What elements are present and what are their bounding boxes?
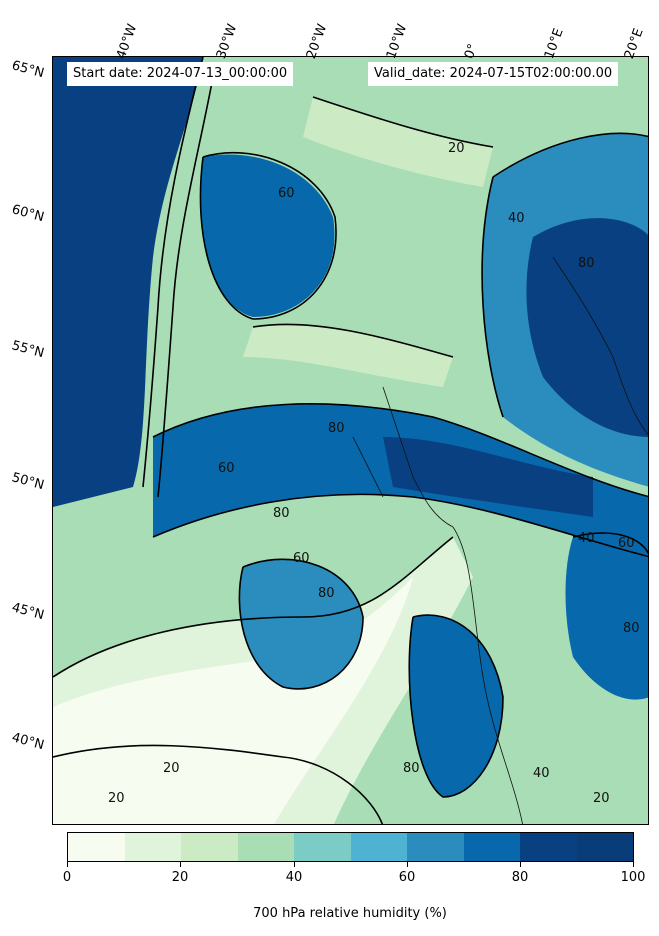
- lat-label: 45°N: [10, 600, 46, 624]
- colorbar-segment: [350, 833, 407, 861]
- contour-label: 80: [328, 421, 345, 436]
- contour-label: 40: [578, 531, 595, 546]
- colorbar-tick: [180, 862, 181, 867]
- colorbar-tick-label: 40: [285, 870, 303, 885]
- moist-core-north-sea: [383, 437, 593, 517]
- colorbar-segment: [520, 833, 577, 861]
- valid-date-label: Valid_date: 2024-07-15T02:00:00.00: [368, 62, 619, 86]
- contour-label: 40: [508, 211, 525, 226]
- colorbar-segment: [124, 833, 181, 861]
- contour-lines: [53, 57, 648, 824]
- colorbar-segment: [407, 833, 464, 861]
- moist-band-west: [53, 57, 203, 507]
- contour-label: 20: [108, 791, 125, 806]
- very-dry-region-sw: [53, 577, 413, 824]
- contour-label: 80: [273, 506, 290, 521]
- coastlines: [352, 256, 648, 824]
- moist-region-se: [565, 533, 648, 700]
- colorbar-segment: [463, 833, 520, 861]
- lat-label: 50°N: [10, 470, 46, 494]
- lat-label: 60°N: [10, 202, 46, 226]
- humidity-field: 20 40 60 80 80 60 80 60 80 20 20 80 40 2…: [53, 57, 648, 824]
- contour-label: 20: [593, 791, 610, 806]
- contour-label: 80: [403, 761, 420, 776]
- contour-label: 80: [318, 586, 335, 601]
- colorbar-tick-label: 60: [398, 870, 416, 885]
- contour-label: 80: [623, 621, 640, 636]
- contour-label: 40: [533, 766, 550, 781]
- dry-band-central: [243, 324, 453, 387]
- colorbar-tick: [407, 862, 408, 867]
- colorbar-segment: [68, 833, 125, 861]
- contour-label: 80: [578, 256, 595, 271]
- contour-label: 20: [448, 141, 465, 156]
- contour-label: 60: [218, 461, 235, 476]
- colorbar-tick-label: 100: [620, 870, 646, 885]
- colorbar-tick: [520, 862, 521, 867]
- start-date-label: Start date: 2024-07-13_00:00:00: [67, 62, 294, 86]
- map-panel: 20 40 60 80 80 60 80 60 80 20 20 80 40 2…: [52, 56, 649, 825]
- colorbar-segment: [294, 833, 351, 861]
- moist-core-ne: [526, 218, 648, 437]
- colorbar-tick-label: 80: [511, 870, 529, 885]
- moist-low-biscay: [239, 559, 363, 689]
- dry-band-north-atlantic: [303, 97, 493, 187]
- colorbar-tick: [633, 862, 634, 867]
- moist-low-med: [409, 615, 503, 797]
- lat-label: 55°N: [10, 338, 46, 362]
- contour-label: 60: [293, 551, 310, 566]
- colorbar-segment: [576, 833, 633, 861]
- colorbar-segment: [237, 833, 294, 861]
- contour-label: 20: [163, 761, 180, 776]
- contour-label: 60: [278, 186, 295, 201]
- colorbar-tick: [294, 862, 295, 867]
- colorbar-tick-label: 20: [171, 870, 189, 885]
- colorbar-title: 700 hPa relative humidity (%): [253, 906, 447, 921]
- contour-label: 60: [618, 536, 635, 551]
- colorbar-tick: [67, 862, 68, 867]
- lat-label: 65°N: [10, 58, 46, 82]
- colorbar: [67, 832, 634, 862]
- moist-band-greenland: [200, 154, 335, 317]
- colorbar-segment: [181, 833, 238, 861]
- lat-label: 40°N: [10, 730, 46, 754]
- colorbar-tick-label: 0: [62, 870, 72, 885]
